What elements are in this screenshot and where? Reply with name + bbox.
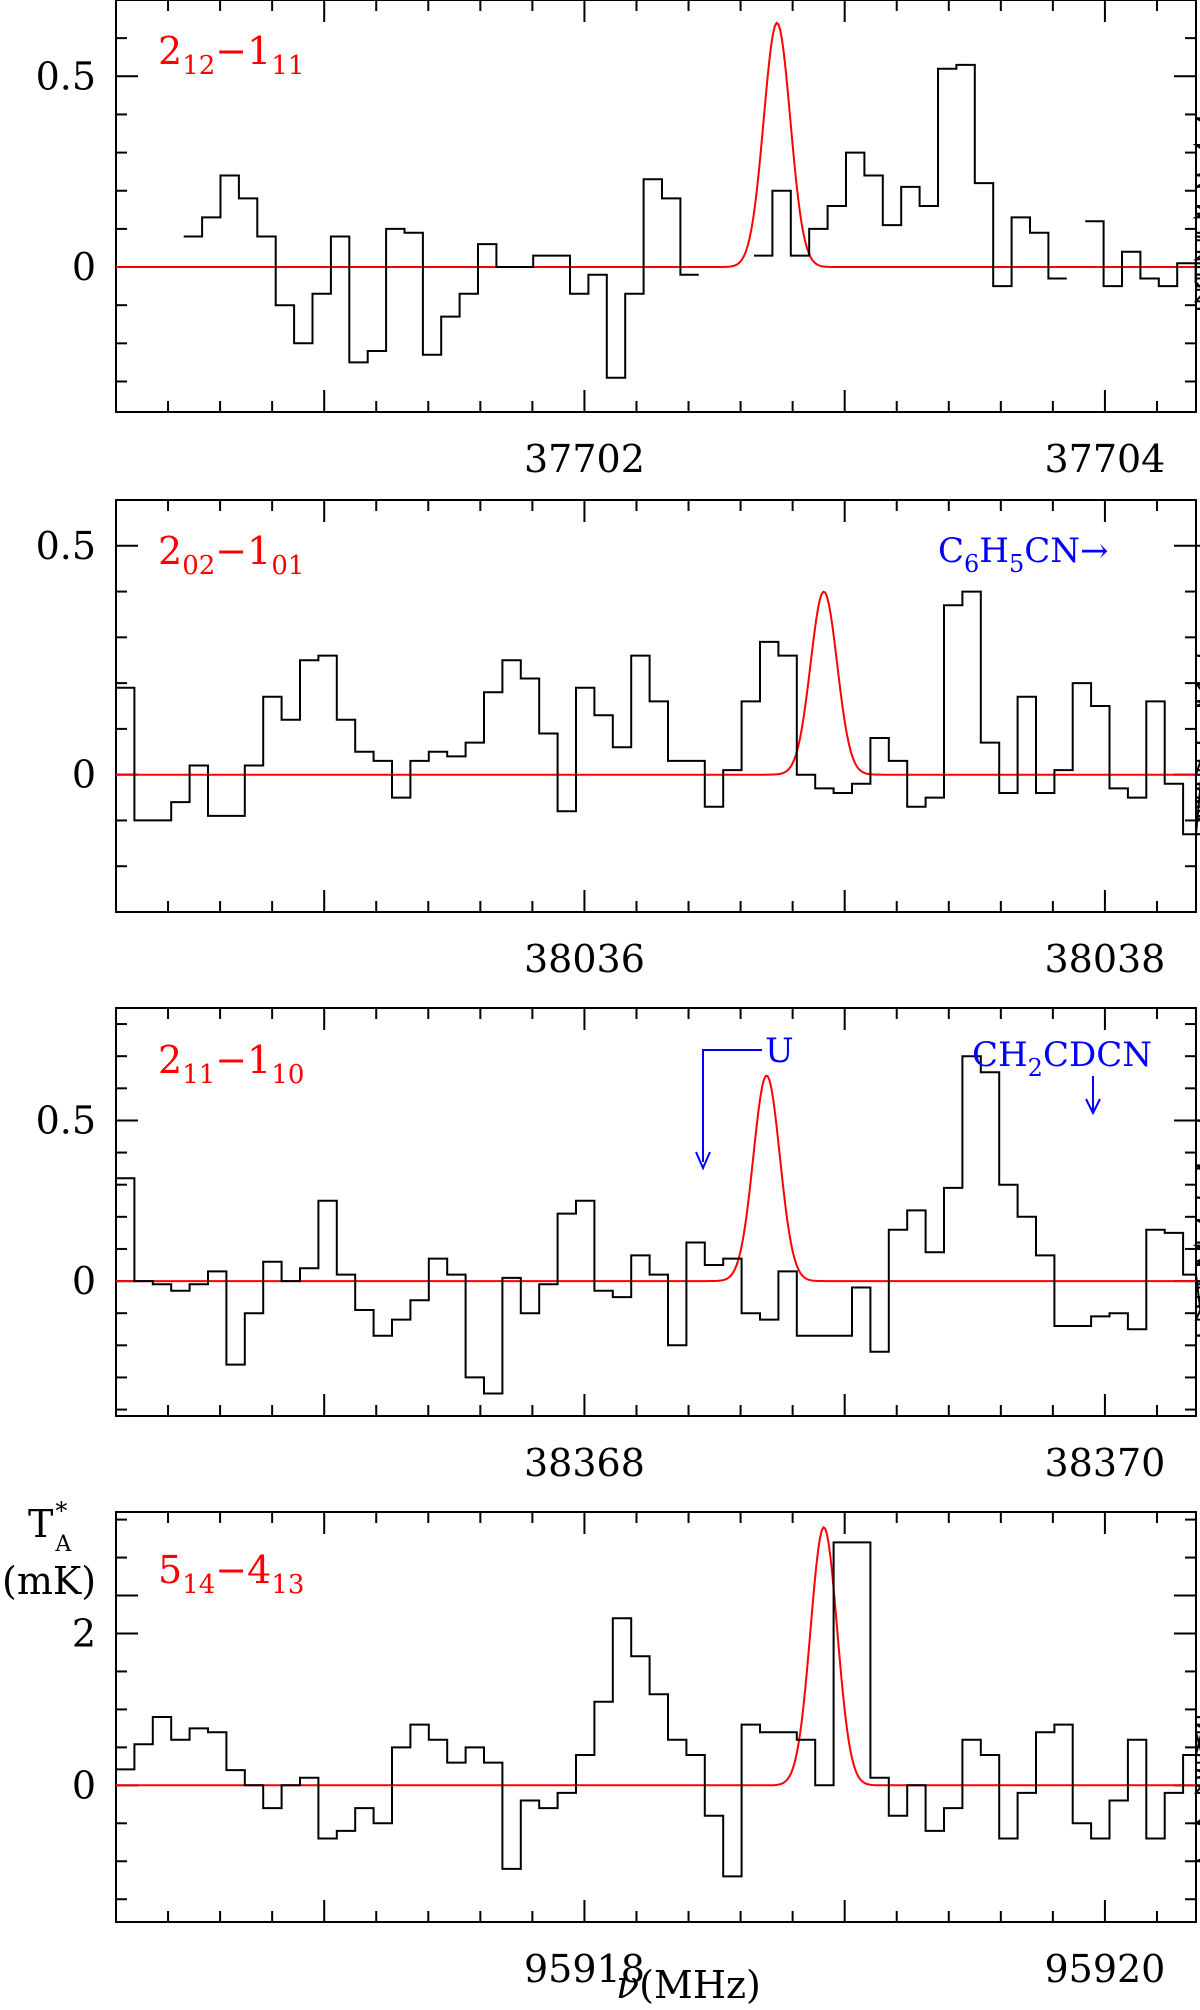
y-tick-label: 0 xyxy=(72,1763,96,1807)
x-tick-label: 38368 xyxy=(524,1441,645,1485)
panel-2-transition-label: 202−101 xyxy=(158,529,304,581)
spectrum-histogram xyxy=(116,1055,1200,1395)
y-tick-label: 0 xyxy=(72,753,96,797)
y-tick-label: 0.5 xyxy=(36,1098,96,1142)
spectrum-histogram xyxy=(116,1541,1200,1878)
y-tick-label: 2 xyxy=(72,1611,96,1655)
panel-4-transition-label: 514−413 xyxy=(158,1548,304,1600)
spectrum-histogram xyxy=(116,544,1200,836)
panel-1-transition-label: 212−111 xyxy=(158,29,304,81)
ch2cdcn-annotation-label: CH2CDCN xyxy=(972,1035,1152,1082)
y-tick-label: 0 xyxy=(72,1259,96,1303)
gaussian-fit-curve xyxy=(116,21,1196,268)
x-axis-title: ν(MHz) xyxy=(616,1963,761,2007)
x-tick-label: 37702 xyxy=(524,437,645,481)
x-tick-label: 38036 xyxy=(524,937,645,981)
x-tick-label: 37704 xyxy=(1044,437,1165,481)
panel-3-u-annotation: U xyxy=(695,1031,794,1171)
y-tick-label: 0 xyxy=(72,245,96,289)
panel-4: 95918 95920 0 2 xyxy=(72,1511,1200,1991)
panel-3: 38368 38370 0 0.5 xyxy=(36,1007,1200,1485)
spectrum-histogram xyxy=(754,63,1067,288)
gaussian-fit-curve xyxy=(116,1074,1196,1283)
u-annotation-label: U xyxy=(765,1031,794,1071)
panel-3-transition-label: 211−110 xyxy=(158,1038,304,1090)
x-tick-label: 95920 xyxy=(1044,1947,1165,1991)
spectrum-histogram xyxy=(183,174,699,379)
y-axis-title-unit: (mK) xyxy=(2,1559,96,1603)
y-axis-title: T* A (mK) xyxy=(2,1497,96,1603)
y-axis-title-symbol: T* A xyxy=(28,1497,72,1557)
y-tick-label: 0.5 xyxy=(36,54,96,98)
gaussian-fit-curve xyxy=(116,590,1196,776)
ch2cdcn-annotation-arrowhead xyxy=(1085,1098,1101,1116)
panel-1: 37702 37704 0 0.5 xyxy=(36,0,1200,481)
panel-2-c6h5cn-annotation: C6H5CN→ xyxy=(938,531,1109,578)
spectrum-histogram xyxy=(1085,117,1200,310)
u-annotation-arrowhead xyxy=(695,1151,711,1171)
x-tick-label: 38370 xyxy=(1044,1441,1165,1485)
plot-frame xyxy=(115,1007,1197,1417)
u-annotation-leader-line xyxy=(702,1049,762,1162)
gaussian-fit-curve xyxy=(116,1525,1196,1787)
y-tick-label: 0.5 xyxy=(36,524,96,568)
panel-3-ch2cdcn-annotation: CH2CDCN xyxy=(972,1035,1152,1116)
panel-2: 38036 38038 0 0.5 xyxy=(36,499,1200,981)
x-tick-label: 38038 xyxy=(1044,937,1165,981)
x-tick-label: 95918 xyxy=(524,1947,645,1991)
